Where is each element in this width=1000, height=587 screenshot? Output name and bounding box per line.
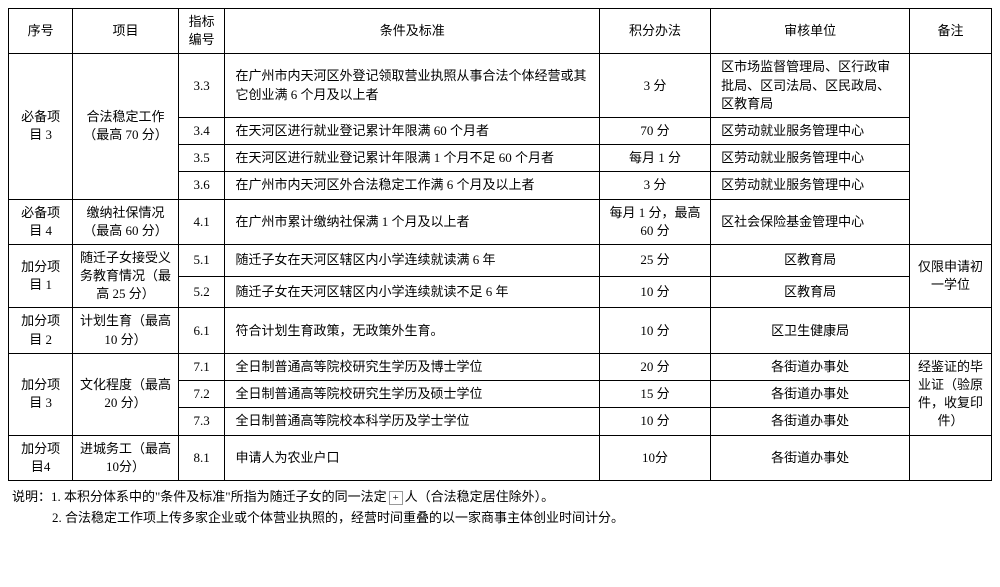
cell-score: 70 分	[599, 117, 710, 144]
cell-score: 15 分	[599, 381, 710, 408]
cell-score: 10 分	[599, 408, 710, 435]
cell-score: 3 分	[599, 54, 710, 118]
cell-criteria: 在广州市内天河区外合法稳定工作满 6 个月及以上者	[225, 172, 599, 199]
cell-code: 3.5	[178, 145, 225, 172]
table-row: 必备项目 3 合法稳定工作（最高 70 分） 3.3 在广州市内天河区外登记领取…	[9, 54, 992, 118]
cell-notes	[910, 308, 992, 353]
cell-score: 10 分	[599, 308, 710, 353]
cell-criteria: 随迁子女在天河区辖区内小学连续就读满 6 年	[225, 244, 599, 276]
cell-score: 25 分	[599, 244, 710, 276]
cell-project: 计划生育（最高 10 分）	[73, 308, 178, 353]
footnotes: 说明：1. 本积分体系中的"条件及标准"所指为随迁子女的同一法定+人（合法稳定居…	[8, 487, 992, 529]
footnote-text: 说明：1. 本积分体系中的"条件及标准"所指为随迁子女的同一法定	[12, 489, 387, 504]
cell-criteria: 在天河区进行就业登记累计年限满 60 个月者	[225, 117, 599, 144]
cell-score: 10 分	[599, 276, 710, 308]
cell-seq: 加分项目 2	[9, 308, 73, 353]
header-criteria: 条件及标准	[225, 9, 599, 54]
plus-icon: +	[389, 491, 403, 505]
header-notes: 备注	[910, 9, 992, 54]
cell-code: 3.6	[178, 172, 225, 199]
cell-audit: 各街道办事处	[711, 408, 910, 435]
footnote-text: 人（合法稳定居住除外）。	[405, 489, 555, 504]
footnote-line: 说明：1. 本积分体系中的"条件及标准"所指为随迁子女的同一法定+人（合法稳定居…	[12, 487, 992, 508]
cell-project: 缴纳社保情况（最高 60 分）	[73, 199, 178, 244]
cell-criteria: 符合计划生育政策，无政策外生育。	[225, 308, 599, 353]
cell-criteria: 全日制普通高等院校研究生学历及硕士学位	[225, 381, 599, 408]
cell-audit: 各街道办事处	[711, 381, 910, 408]
cell-code: 3.4	[178, 117, 225, 144]
cell-audit: 区卫生健康局	[711, 308, 910, 353]
cell-seq: 加分项目4	[9, 435, 73, 480]
cell-notes	[910, 54, 992, 245]
cell-code: 7.2	[178, 381, 225, 408]
cell-project: 随迁子女接受义务教育情况（最高 25 分）	[73, 244, 178, 308]
cell-seq: 加分项目 3	[9, 353, 73, 435]
cell-criteria: 申请人为农业户口	[225, 435, 599, 480]
cell-code: 8.1	[178, 435, 225, 480]
cell-score: 每月 1 分，最高 60 分	[599, 199, 710, 244]
cell-score: 每月 1 分	[599, 145, 710, 172]
cell-code: 4.1	[178, 199, 225, 244]
cell-code: 6.1	[178, 308, 225, 353]
cell-project: 进城务工（最高10分）	[73, 435, 178, 480]
table-row: 加分项目 3 文化程度（最高 20 分） 7.1 全日制普通高等院校研究生学历及…	[9, 353, 992, 380]
cell-audit: 各街道办事处	[711, 353, 910, 380]
cell-audit: 区教育局	[711, 244, 910, 276]
cell-audit: 区教育局	[711, 276, 910, 308]
cell-audit: 区劳动就业服务管理中心	[711, 145, 910, 172]
header-seq: 序号	[9, 9, 73, 54]
cell-audit: 区劳动就业服务管理中心	[711, 117, 910, 144]
cell-notes	[910, 435, 992, 480]
cell-criteria: 随迁子女在天河区辖区内小学连续就读不足 6 年	[225, 276, 599, 308]
points-table: 序号 项目 指标编号 条件及标准 积分办法 审核单位 备注 必备项目 3 合法稳…	[8, 8, 992, 481]
table-row: 加分项目4 进城务工（最高10分） 8.1 申请人为农业户口 10分 各街道办事…	[9, 435, 992, 480]
table-header-row: 序号 项目 指标编号 条件及标准 积分办法 审核单位 备注	[9, 9, 992, 54]
cell-seq: 加分项目 1	[9, 244, 73, 308]
cell-score: 20 分	[599, 353, 710, 380]
cell-code: 3.3	[178, 54, 225, 118]
cell-criteria: 在天河区进行就业登记累计年限满 1 个月不足 60 个月者	[225, 145, 599, 172]
cell-audit: 区社会保险基金管理中心	[711, 199, 910, 244]
cell-code: 7.3	[178, 408, 225, 435]
cell-notes: 经鉴证的毕业证（验原件，收复印件）	[910, 353, 992, 435]
cell-score: 10分	[599, 435, 710, 480]
cell-notes: 仅限申请初一学位	[910, 244, 992, 308]
table-row: 必备项目 4 缴纳社保情况（最高 60 分） 4.1 在广州市累计缴纳社保满 1…	[9, 199, 992, 244]
cell-code: 7.1	[178, 353, 225, 380]
cell-score: 3 分	[599, 172, 710, 199]
cell-code: 5.1	[178, 244, 225, 276]
header-audit: 审核单位	[711, 9, 910, 54]
table-row: 加分项目 1 随迁子女接受义务教育情况（最高 25 分） 5.1 随迁子女在天河…	[9, 244, 992, 276]
cell-audit: 区劳动就业服务管理中心	[711, 172, 910, 199]
cell-criteria: 在广州市累计缴纳社保满 1 个月及以上者	[225, 199, 599, 244]
cell-code: 5.2	[178, 276, 225, 308]
cell-seq: 必备项目 4	[9, 199, 73, 244]
cell-seq: 必备项目 3	[9, 54, 73, 199]
cell-criteria: 在广州市内天河区外登记领取营业执照从事合法个体经营或其它创业满 6 个月及以上者	[225, 54, 599, 118]
footnote-line: 2. 合法稳定工作项上传多家企业或个体营业执照的，经营时间重叠的以一家商事主体创…	[12, 508, 992, 529]
cell-audit: 各街道办事处	[711, 435, 910, 480]
cell-project: 文化程度（最高 20 分）	[73, 353, 178, 435]
header-project: 项目	[73, 9, 178, 54]
header-code: 指标编号	[178, 9, 225, 54]
header-score: 积分办法	[599, 9, 710, 54]
cell-criteria: 全日制普通高等院校研究生学历及博士学位	[225, 353, 599, 380]
cell-criteria: 全日制普通高等院校本科学历及学士学位	[225, 408, 599, 435]
cell-audit: 区市场监督管理局、区行政审批局、区司法局、区民政局、区教育局	[711, 54, 910, 118]
table-row: 加分项目 2 计划生育（最高 10 分） 6.1 符合计划生育政策，无政策外生育…	[9, 308, 992, 353]
cell-project: 合法稳定工作（最高 70 分）	[73, 54, 178, 199]
